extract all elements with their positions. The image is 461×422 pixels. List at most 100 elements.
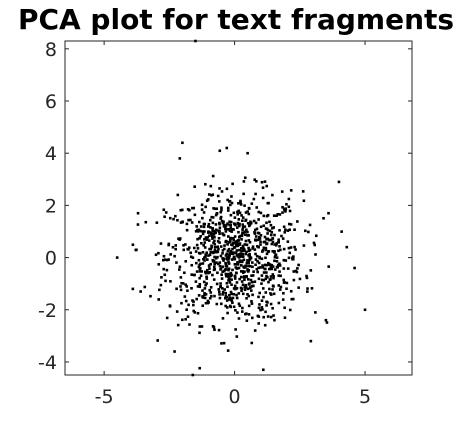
scatter-point [243,278,246,282]
scatter-point [251,245,255,249]
scatter-point [260,299,264,302]
scatter-point [174,244,178,247]
scatter-point [178,237,182,240]
scatter-point [187,248,190,251]
scatter-point [218,149,222,153]
scatter-point [198,282,202,286]
scatter-point [231,241,235,245]
scatter-point [238,242,242,245]
scatter-point [258,237,262,240]
scatter-point [179,285,182,288]
scatter-point [224,263,228,267]
scatter-point [256,270,259,274]
scatter-point [272,226,276,229]
scatter-point [209,291,213,294]
scatter-point [268,263,272,266]
scatter-point [203,293,206,296]
scatter-point [168,216,172,220]
scatter-point [240,238,243,241]
scatter-point [143,285,147,289]
scatter-point [285,281,289,285]
scatter-point [266,301,269,304]
scatter-point [249,278,253,282]
y-tick-label: 4 [45,143,57,165]
scatter-point [257,232,261,235]
scatter-point [266,275,269,279]
scatter-point [261,264,264,267]
scatter-point [258,303,261,306]
scatter-point [274,253,278,256]
scatter-point [193,273,196,277]
scatter-point [265,304,268,307]
scatter-point [237,292,241,295]
scatter-point [278,245,281,248]
scatter-point [165,258,169,262]
scatter-point [281,237,285,240]
scatter-point [195,261,198,265]
scatter-point [278,262,281,266]
scatter-point [277,238,280,242]
scatter-point [278,288,282,291]
scatter-point [263,235,267,239]
scatter-point [241,292,245,296]
scatter-point [252,219,256,223]
scatter-point [206,268,209,272]
scatter-point [180,301,183,305]
scatter-point [226,257,230,261]
scatter-point [237,317,241,320]
scatter-point [243,176,247,180]
scatter-point [245,312,248,315]
scatter-point [200,241,203,245]
scatter-point [217,290,221,294]
scatter-point [277,274,281,277]
scatter-point [185,228,189,232]
scatter-point [226,227,229,231]
scatter-point [194,280,198,283]
scatter-point [279,285,283,289]
scatter-point [181,141,184,145]
scatter-point [265,263,268,267]
scatter-point [218,293,221,296]
scatter-point [194,39,197,43]
scatter-point [219,285,222,288]
scatter-point [216,271,219,275]
scatter-point [263,180,267,183]
scatter-point [203,291,206,295]
scatter-point [337,180,341,184]
scatter-point [264,227,268,230]
scatter-point [224,227,227,231]
scatter-point [184,318,187,321]
scatter-point [167,242,171,246]
scatter-point [280,190,284,193]
scatter-point [193,185,196,188]
scatter-point [266,250,270,254]
scatter-point [165,268,169,272]
scatter-point [221,290,225,294]
scatter-point [259,234,263,237]
scatter-point [208,234,211,237]
scatter-point [261,196,265,200]
scatter-point [202,222,206,226]
scatter-point [251,274,255,277]
scatter-point [257,306,261,310]
scatter-point [244,283,248,287]
scatter-point [289,289,293,293]
scatter-point [201,295,204,298]
scatter-point [237,218,241,221]
scatter-point [232,211,236,215]
scatter-point [204,205,207,209]
scatter-point [242,275,246,279]
scatter-point [230,230,233,233]
scatter-point [229,220,233,224]
scatter-point [212,265,216,269]
scatter-point [240,249,243,253]
scatter-point [198,325,202,328]
scatter-point [286,240,290,243]
scatter-point [306,290,309,293]
scatter-point [226,285,229,289]
scatter-point [213,250,217,254]
y-tick-label: 0 [45,248,57,270]
scatter-point [220,208,223,212]
scatter-point [246,259,249,262]
scatter-point [271,193,274,197]
